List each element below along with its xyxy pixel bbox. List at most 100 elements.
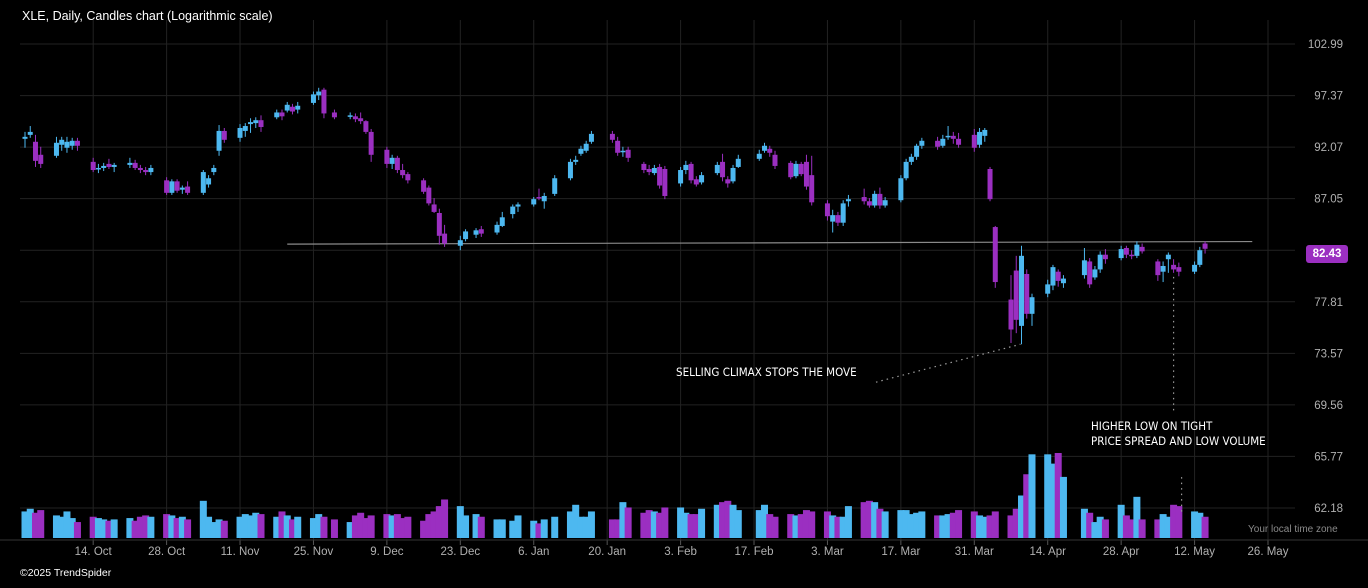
- volume-bar: [687, 514, 695, 538]
- volume-bar: [357, 512, 365, 538]
- volume-bar: [976, 515, 984, 538]
- candle-body: [237, 127, 243, 138]
- candle-body: [536, 197, 542, 199]
- candle-body: [174, 181, 180, 191]
- volume-bar: [1023, 474, 1031, 538]
- x-tick-label: 28. Apr: [1103, 546, 1140, 558]
- volume-bar: [1170, 504, 1178, 538]
- x-tick-label: 12. May: [1174, 546, 1215, 558]
- candle-body: [646, 168, 652, 173]
- volume-bar: [1201, 516, 1209, 538]
- candle-body: [206, 178, 212, 185]
- candle-body: [431, 204, 437, 212]
- volume-bar: [309, 518, 317, 538]
- candle-body: [615, 140, 621, 153]
- candle-body: [1134, 244, 1140, 256]
- candle-body: [609, 133, 615, 140]
- candle-body: [1155, 261, 1161, 276]
- candle-body: [1029, 297, 1035, 314]
- volume-bar: [766, 514, 774, 538]
- candle-body: [830, 215, 836, 222]
- volume-bar: [52, 515, 60, 538]
- candle-body: [358, 118, 364, 122]
- volume-bar: [178, 516, 186, 538]
- volume-bar: [834, 516, 842, 538]
- volume-bar: [1080, 508, 1088, 538]
- annotation-leaders: [875, 276, 1183, 514]
- volume-bar: [1164, 516, 1172, 538]
- candle-body: [840, 203, 846, 223]
- volume-bar: [902, 510, 910, 538]
- candle-body: [1192, 264, 1198, 272]
- chart-title: XLE, Daily, Candles chart (Logarithmic s…: [22, 9, 273, 23]
- candle-body: [588, 133, 594, 142]
- volume-bar: [257, 514, 265, 538]
- volume-bar: [351, 515, 359, 538]
- x-tick-label: 3. Mar: [811, 546, 844, 558]
- volume-bar: [698, 508, 706, 538]
- volume-bar: [184, 519, 192, 538]
- candle-body: [982, 129, 988, 136]
- volume-bar: [755, 510, 763, 538]
- candle-body: [59, 139, 65, 145]
- volume-bar: [215, 519, 223, 538]
- candle-body: [977, 131, 983, 145]
- volume-bar: [939, 515, 947, 538]
- candles: [22, 87, 1208, 345]
- volume-bar: [719, 502, 727, 538]
- volume-bar: [273, 516, 281, 538]
- candle-body: [573, 159, 579, 162]
- candle-body: [861, 197, 867, 202]
- candle-body: [69, 140, 75, 146]
- candle-body: [169, 181, 175, 193]
- volume-bar: [797, 514, 805, 538]
- x-tick-label: 17. Mar: [881, 546, 920, 558]
- volume-bar: [713, 504, 721, 538]
- candle-body: [940, 138, 946, 146]
- candle-body: [95, 167, 101, 170]
- x-tick-label: 9. Dec: [370, 546, 403, 558]
- support-line: [287, 240, 1253, 245]
- candle-body: [1045, 284, 1051, 294]
- volume-bar: [315, 514, 323, 538]
- volume-bar: [142, 515, 150, 538]
- volume-bar: [131, 520, 139, 538]
- volume-bar: [136, 516, 144, 538]
- volume-bar: [614, 519, 622, 538]
- volume-bar: [986, 515, 994, 538]
- candle-body: [1060, 278, 1066, 284]
- volume-bar: [1191, 511, 1199, 538]
- candle-body: [945, 135, 951, 138]
- candle-body: [179, 187, 185, 190]
- volume-bar: [1007, 515, 1015, 538]
- volume-bar: [393, 514, 401, 538]
- volume-bar: [991, 511, 999, 538]
- volume-bar: [808, 511, 816, 538]
- volume-bar: [734, 510, 742, 538]
- candle-body: [473, 230, 479, 235]
- volume-bar: [241, 514, 249, 538]
- copyright: ©2025 TrendSpider: [20, 567, 112, 579]
- candle-body: [756, 153, 762, 159]
- volume-bar: [404, 516, 412, 538]
- volume-bar: [294, 516, 302, 538]
- candle-body: [772, 154, 778, 166]
- volume-bar: [619, 502, 627, 538]
- volume-bar: [126, 518, 134, 538]
- volume-bar: [220, 520, 228, 538]
- volume-bar: [89, 516, 97, 538]
- candle-body: [788, 162, 794, 178]
- candle-body: [38, 154, 44, 164]
- candle-body: [1055, 271, 1061, 281]
- candle-body: [248, 122, 254, 125]
- volume-bar: [210, 522, 218, 538]
- x-tick-label: 25. Nov: [294, 546, 334, 558]
- candle-body: [683, 164, 689, 171]
- volume-bar: [205, 516, 213, 538]
- x-tick-label: 11. Nov: [221, 546, 260, 558]
- x-tick-label: 14. Apr: [1029, 546, 1066, 558]
- candle-body: [258, 120, 264, 128]
- candle-body: [688, 163, 694, 181]
